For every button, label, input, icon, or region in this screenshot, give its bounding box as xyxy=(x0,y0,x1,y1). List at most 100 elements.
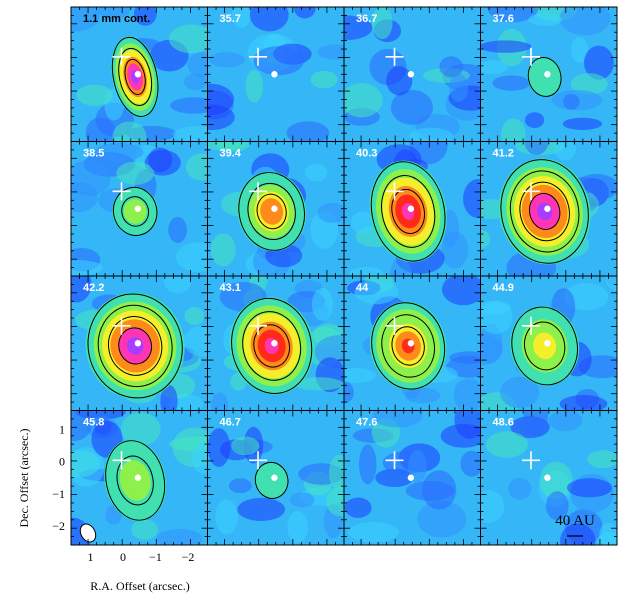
noise-blotch xyxy=(287,510,308,544)
noise-blotch xyxy=(249,7,289,32)
x-tick-label: 0 xyxy=(120,550,126,564)
noise-blotch xyxy=(245,69,263,103)
noise-blotch xyxy=(168,216,188,243)
panel-label: 48.6 xyxy=(493,417,514,429)
noise-blotch xyxy=(237,497,286,521)
panel-label: 41.2 xyxy=(493,148,514,160)
noise-blotch xyxy=(293,7,316,19)
contour-line xyxy=(391,188,426,234)
noise-blotch xyxy=(523,410,548,435)
noise-blotch xyxy=(207,428,231,467)
noise-blotch xyxy=(344,497,372,518)
noise-blotch xyxy=(562,117,603,130)
noise-blotch xyxy=(480,301,513,334)
noise-blotch xyxy=(566,478,613,498)
noise-blotch xyxy=(584,45,614,80)
contour-line xyxy=(527,57,562,97)
y-tick-label: 1 xyxy=(59,423,65,437)
panel-label: 45.8 xyxy=(83,417,104,429)
contour-line xyxy=(118,327,153,365)
channel-panel: 39.4 xyxy=(207,141,345,277)
noise-blotch xyxy=(480,59,508,75)
contour-line xyxy=(107,316,163,376)
noise-blotch xyxy=(294,377,344,391)
noise-blotch xyxy=(176,242,208,273)
noise-blotch xyxy=(390,89,433,125)
contour-line xyxy=(391,326,425,366)
contour-line xyxy=(111,36,159,117)
noise-blotch xyxy=(386,66,413,96)
noise-blotch xyxy=(304,163,328,182)
noise-blotch xyxy=(480,40,532,53)
noise-blotch xyxy=(209,52,245,68)
noise-blotch xyxy=(192,442,208,475)
noise-blotch xyxy=(440,423,481,448)
noise-blotch xyxy=(554,141,576,161)
noise-blotch xyxy=(163,276,192,294)
noise-blotch xyxy=(563,93,580,110)
noise-blotch xyxy=(499,376,540,409)
noise-blotch xyxy=(215,499,238,535)
contour-line xyxy=(121,196,150,227)
noise-blotch xyxy=(148,147,173,173)
panel-label: 36.7 xyxy=(356,13,377,25)
panel-label: 44 xyxy=(356,282,369,294)
channel-panel: 38.5 xyxy=(70,141,208,277)
noise-blotch xyxy=(71,159,111,196)
x-tick-label: 1 xyxy=(88,550,94,564)
noise-blotch xyxy=(570,37,588,63)
noise-blotch xyxy=(351,211,375,234)
contour-line xyxy=(370,161,446,262)
panel-grid: 1.1 mm cont. 35.7 36.7 37.6 38.5 39.4 40.3 41.2… xyxy=(70,6,618,546)
panel-label: 38.5 xyxy=(83,148,104,160)
x-axis-label: R.A. Offset (arcsec.) xyxy=(90,579,189,593)
contour-line xyxy=(118,47,153,106)
channel-panel: 37.6 xyxy=(480,6,618,142)
scale-bar: 40 AU xyxy=(555,513,595,537)
panel-label: 46.7 xyxy=(220,417,241,429)
contour-line xyxy=(523,321,566,371)
noise-blotch xyxy=(231,7,251,29)
channel-panel: 46.7 xyxy=(207,410,345,546)
noise-blotch xyxy=(524,112,545,128)
channel-panel: 47.6 xyxy=(343,410,481,546)
noise-blotch xyxy=(559,395,608,411)
noise-blotch xyxy=(120,412,161,446)
noise-blotch xyxy=(501,118,526,142)
noise-blotch xyxy=(156,528,203,545)
noise-blotch xyxy=(344,381,354,404)
dot-marker xyxy=(271,340,278,347)
panel-label: 43.1 xyxy=(220,282,241,294)
contour-line xyxy=(371,302,446,390)
noise-blotch xyxy=(344,83,383,118)
noise-blotch xyxy=(564,282,609,311)
contour-line xyxy=(105,440,166,521)
noise-blotch xyxy=(348,522,399,543)
dot-marker xyxy=(544,474,551,481)
noise-blotch xyxy=(207,104,235,131)
noise-blotch xyxy=(417,500,467,538)
noise-blotch xyxy=(604,276,617,291)
contour-line xyxy=(511,306,578,386)
dot-marker xyxy=(407,205,415,212)
noise-blotch xyxy=(349,266,384,276)
dot-marker xyxy=(271,474,278,481)
noise-blotch xyxy=(439,56,464,78)
noise-blotch xyxy=(524,141,549,155)
noise-blotch xyxy=(71,276,92,303)
panel-label: 44.9 xyxy=(493,282,514,294)
noise-blotch xyxy=(480,230,491,249)
noise-blotch xyxy=(310,70,338,89)
panel-label: 42.2 xyxy=(83,282,104,294)
noise-blotch xyxy=(485,431,528,458)
noise-blotch xyxy=(231,436,260,456)
noise-blotch xyxy=(453,378,481,411)
x-tick-label: −2 xyxy=(182,550,195,564)
contour-line xyxy=(528,192,561,230)
contour-line xyxy=(254,461,289,499)
dot-marker xyxy=(544,71,551,78)
noise-blotch xyxy=(184,73,207,91)
dot-marker xyxy=(271,71,278,78)
scale-bar-label: 40 AU xyxy=(555,513,595,529)
